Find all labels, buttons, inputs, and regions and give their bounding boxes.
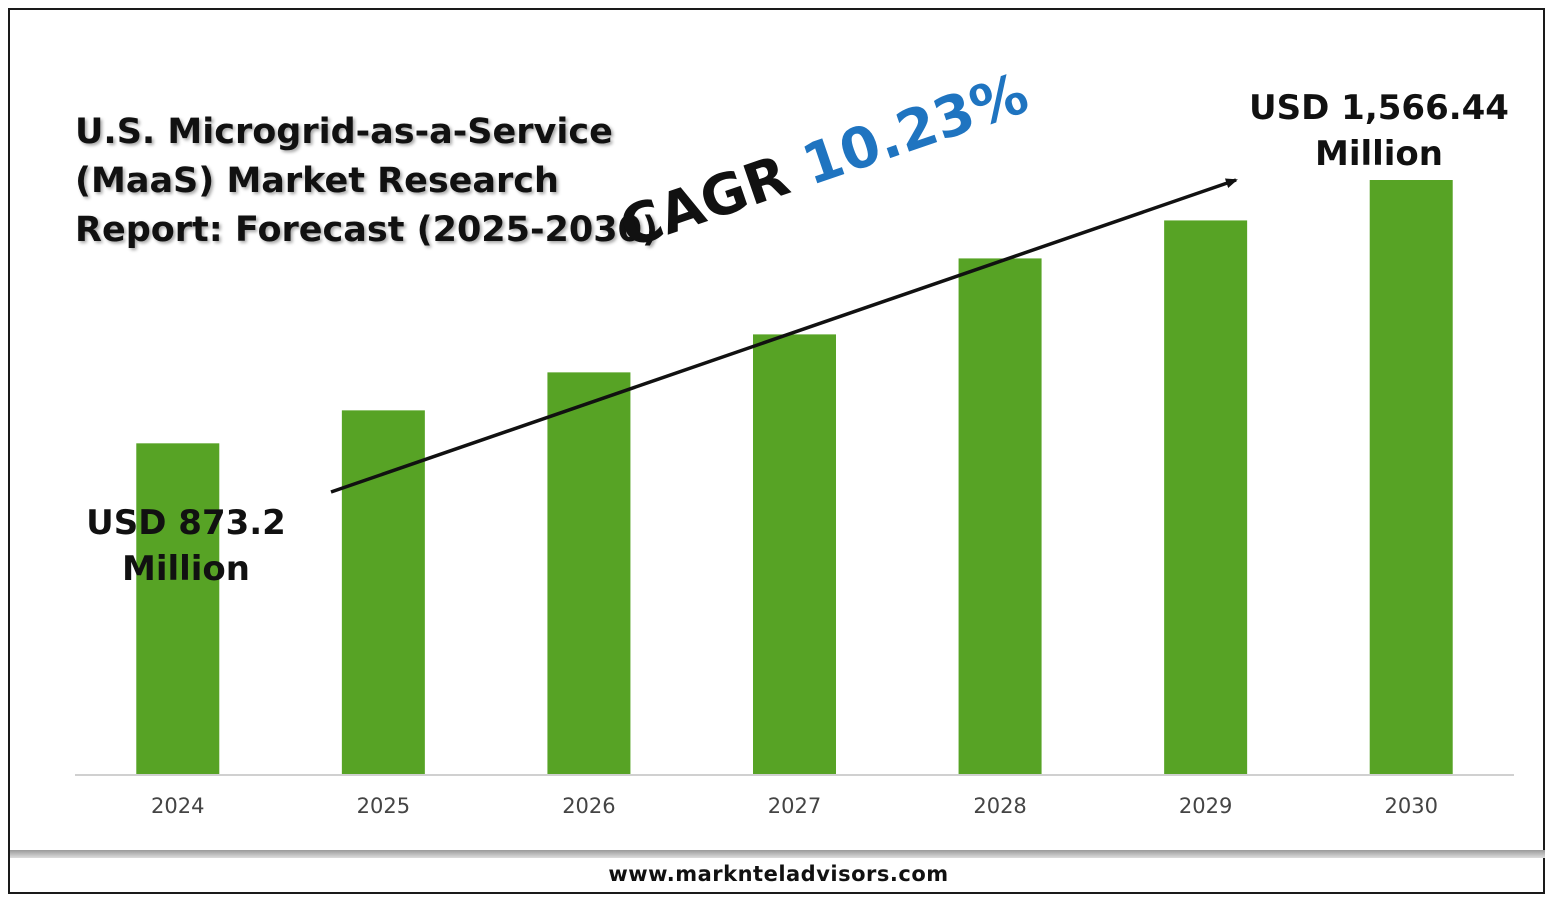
x-tick-label-2030: 2030 [1384, 794, 1437, 818]
x-tick-label-2029: 2029 [1179, 794, 1232, 818]
footer-url: www.marknteladvisors.com [608, 862, 949, 886]
bar-2028 [958, 258, 1042, 775]
x-tick-label-2024: 2024 [151, 794, 204, 818]
bar-2029 [1164, 220, 1248, 775]
end-value-label: USD 1,566.44 Million [1248, 85, 1510, 177]
x-tick-label-2026: 2026 [562, 794, 615, 818]
bar-2024 [136, 443, 220, 775]
footer-divider [10, 850, 1545, 858]
start-value-label: USD 873.2 Million [86, 500, 286, 592]
chart-title: U.S. Microgrid-as-a-Service (MaaS) Marke… [75, 108, 658, 255]
x-tick-label-2028: 2028 [973, 794, 1026, 818]
start-value-line-2: Million [121, 549, 250, 589]
title-line-2: (MaaS) Market Research [75, 161, 559, 201]
x-tick-label-2025: 2025 [357, 794, 410, 818]
start-value-line-1: USD 873.2 [86, 503, 286, 543]
x-tick-label-2027: 2027 [768, 794, 821, 818]
bar-2025 [341, 410, 425, 775]
bar-2030 [1369, 180, 1453, 775]
end-value-line-2: Million [1314, 134, 1443, 174]
title-line-1: U.S. Microgrid-as-a-Service [75, 112, 613, 152]
bar-2026 [547, 372, 631, 775]
cagr-arrow [330, 178, 1238, 494]
bar-2027 [753, 334, 836, 775]
end-value-line-1: USD 1,566.44 [1249, 88, 1509, 128]
title-line-3: Report: Forecast (2025-2030) [75, 210, 658, 250]
